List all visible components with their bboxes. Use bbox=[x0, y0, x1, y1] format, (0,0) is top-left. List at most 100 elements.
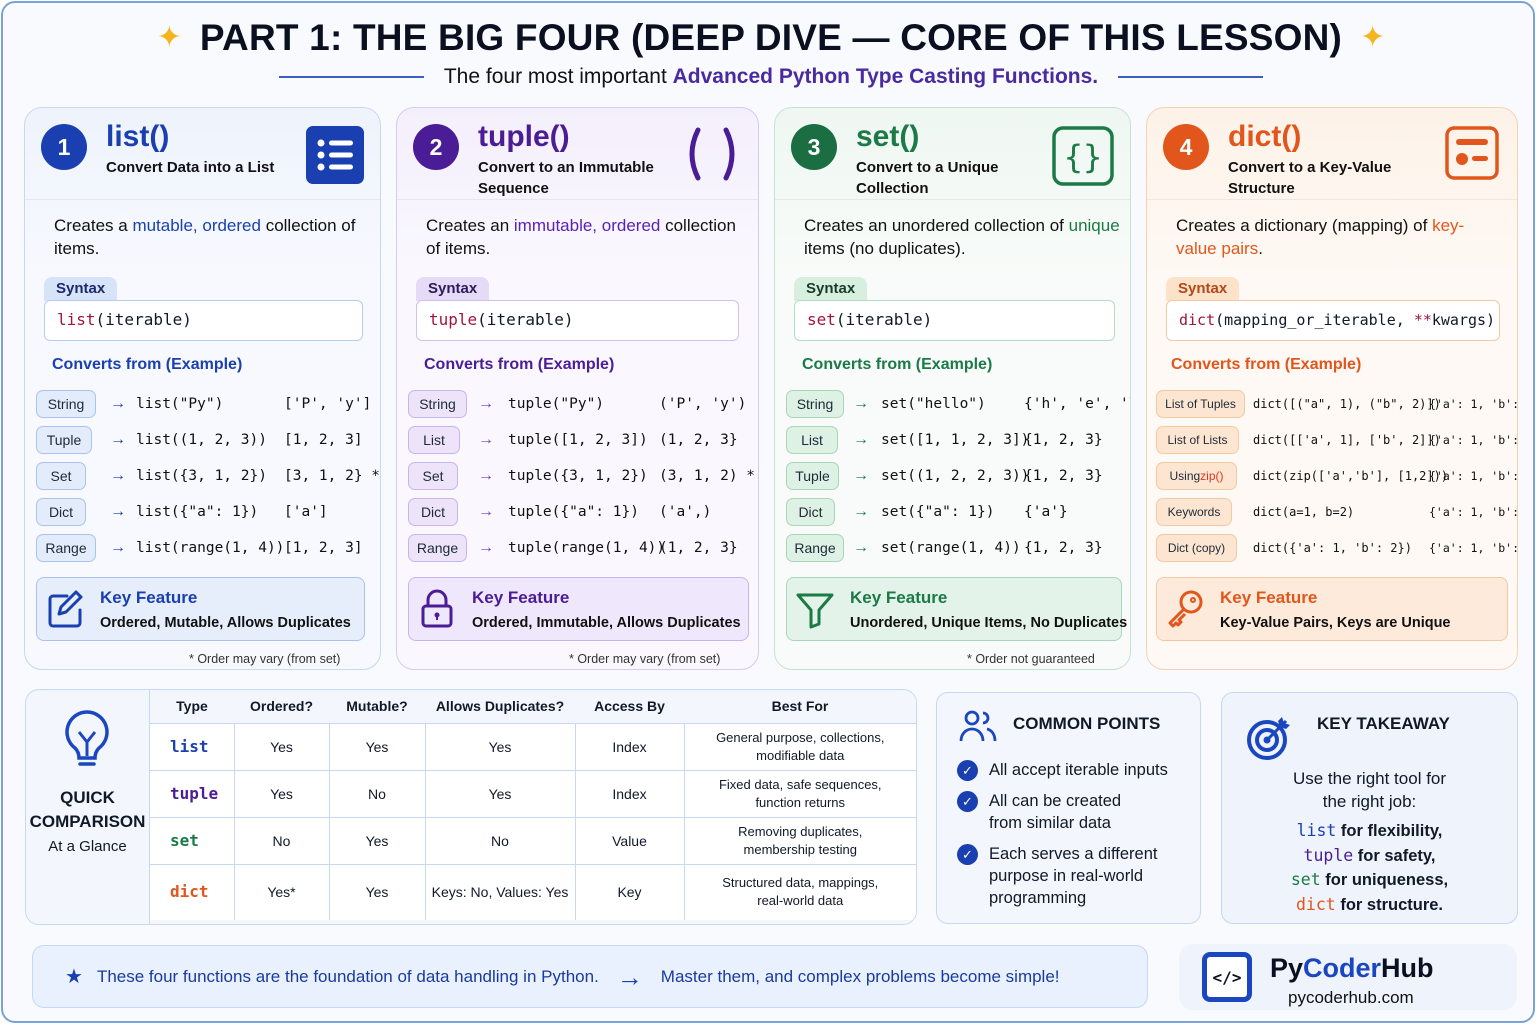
card-header: 2 tuple() Convert to an Immutable Sequen… bbox=[397, 108, 758, 200]
column-header: Best For bbox=[684, 690, 916, 724]
example-row: Dict (copy) dict({'a': 1, 'b': 2}) {'a': 1… bbox=[1156, 530, 1517, 566]
arrow-icon: → bbox=[853, 539, 869, 556]
arrow-icon: → bbox=[853, 467, 869, 484]
example-row: List of Tuples dict([("a", 1), ("b", 2)])… bbox=[1156, 386, 1517, 422]
syntax-keyword: ** bbox=[1413, 311, 1432, 329]
function-tagline: Convert to a Key-Value Structure bbox=[1228, 159, 1392, 197]
card-description: Creates an unordered collection of uniqu… bbox=[804, 214, 1124, 260]
line-text: for uniqueness, bbox=[1320, 871, 1449, 889]
table-cell: Index bbox=[575, 723, 685, 771]
example-result: {'a': 1, 'b': 2} bbox=[1429, 433, 1518, 447]
example-code: tuple("Py") bbox=[508, 396, 605, 412]
brand-block[interactable]: </> PyCoderHub pycoderhub.com bbox=[1179, 944, 1517, 1010]
example-code: dict(a=1, b=2) bbox=[1253, 505, 1355, 519]
arrow-icon: → bbox=[478, 503, 494, 520]
key-icon bbox=[1168, 590, 1203, 628]
table-cell: Keys: No, Values: Yes bbox=[425, 864, 576, 920]
example-result: (1, 2, 3} bbox=[659, 540, 738, 556]
example-result: {1, 2, 3} bbox=[1024, 468, 1103, 484]
source-chip: Keywords bbox=[1156, 498, 1232, 526]
example-result: {'h', 'e', 'l', 'o'} bbox=[1024, 396, 1130, 412]
example-rows: String → list("Py") ['P', 'y'] Tuple → list((… bbox=[36, 386, 380, 566]
key-feature-title: Key Feature bbox=[850, 588, 948, 607]
table-cell: Yes bbox=[329, 723, 426, 771]
key-value-icon bbox=[1445, 126, 1499, 180]
table-cell: Yes bbox=[425, 723, 576, 771]
takeaway-line: tuple for safety, bbox=[1222, 844, 1517, 869]
brand-part: Hub bbox=[1381, 953, 1434, 983]
function-tagline: Convert to an Immutable Sequence bbox=[478, 159, 654, 197]
source-chip: List of Lists bbox=[1156, 426, 1239, 454]
example-row: List of Lists dict([['a', 1], ['b', 2]]){… bbox=[1156, 422, 1517, 458]
footnote: * Order not guaranteed bbox=[967, 652, 1095, 666]
comparison-table: Type Ordered? Mutable? Allows Duplicates… bbox=[150, 690, 916, 920]
arrow-icon: → bbox=[478, 467, 494, 484]
source-chip: String bbox=[786, 390, 844, 418]
table-header: Type Ordered? Mutable? Allows Duplicates… bbox=[150, 690, 916, 724]
example-code: set([1, 1, 2, 3]) bbox=[881, 432, 1030, 448]
list-item: ✓ All accept iterable inputs bbox=[957, 759, 1190, 781]
table-row: set No Yes No Value Removing duplicates,… bbox=[150, 817, 916, 865]
check-icon: ✓ bbox=[957, 791, 978, 812]
comparison-title: QUICK COMPARISON bbox=[26, 786, 149, 834]
line-text: for safety, bbox=[1353, 846, 1436, 865]
key-feature-title: Key Feature bbox=[100, 588, 198, 607]
example-result: [1, 2, 3] bbox=[284, 432, 363, 448]
brand-url-link[interactable]: pycoderhub.com bbox=[1288, 988, 1414, 1007]
example-result: ('P', 'y') bbox=[659, 396, 747, 412]
example-row: Dict → set({"a": 1}) {'a'} bbox=[786, 494, 1122, 530]
brand-name: PyCoderHub bbox=[1270, 953, 1434, 984]
arrow-icon: → bbox=[478, 395, 494, 412]
example-row: Range → list(range(1, 4)) [1, 2, 3] bbox=[36, 530, 372, 566]
source-chip: Tuple bbox=[786, 462, 839, 490]
example-code: tuple([1, 2, 3]) bbox=[508, 432, 648, 448]
source-chip: Set bbox=[408, 462, 458, 490]
example-row: Set → tuple({3, 1, 2}) (3, 1, 2) * bbox=[408, 458, 755, 494]
source-chip: Range bbox=[36, 534, 96, 562]
syntax-args: (mapping_or_iterable, bbox=[1215, 311, 1414, 329]
takeaway-title: KEY TAKEAWAY bbox=[1317, 714, 1450, 733]
parentheses-icon bbox=[689, 127, 735, 181]
example-row: String → tuple("Py") ('P', 'y') bbox=[408, 386, 750, 422]
example-result: ['a'] bbox=[284, 504, 328, 520]
sparkle-icon: ✦ bbox=[156, 21, 182, 54]
takeaway-body: Use the right tool for the right job: bbox=[1292, 769, 1447, 811]
table-cell: Fixed data, safe sequences, function ret… bbox=[684, 770, 916, 818]
desc-text: Creates an unordered collection of bbox=[804, 216, 1069, 235]
example-code: dict(zip(['a','b'], [1,2])) bbox=[1253, 469, 1449, 483]
syntax-box: dict(mapping_or_iterable, **kwargs) bbox=[1166, 300, 1500, 341]
arrow-icon: → bbox=[110, 539, 126, 556]
type-cell: tuple bbox=[150, 770, 235, 818]
example-result: (1, 2, 3} bbox=[659, 432, 738, 448]
example-result: {'a': 1, 'b': 2} bbox=[1429, 505, 1518, 519]
lock-icon bbox=[421, 589, 453, 628]
table-cell: Yes bbox=[425, 770, 576, 818]
example-row: Dict → list({"a": 1}) ['a'] bbox=[36, 494, 372, 530]
desc-highlight: immutable, ordered bbox=[513, 216, 661, 235]
chip-text: Using bbox=[1169, 469, 1201, 483]
syntax-label: Syntax bbox=[794, 277, 868, 301]
desc-highlight: unique bbox=[1068, 216, 1120, 235]
footnote: * Order may vary (from set) bbox=[189, 652, 341, 666]
example-code: tuple({"a": 1}) bbox=[508, 504, 639, 520]
banner-text-right: Master them, and complex problems become… bbox=[660, 966, 1060, 986]
example-code: tuple({3, 1, 2}) bbox=[508, 468, 648, 484]
card-description: Creates a dictionary (mapping) of key-va… bbox=[1176, 214, 1496, 260]
subtitle: The four most important Advanced Python … bbox=[444, 65, 1098, 89]
table-row: list Yes Yes Yes Index General purpose, … bbox=[150, 723, 916, 771]
source-chip: Dict bbox=[408, 498, 458, 526]
header: ✦ PART 1: THE BIG FOUR (DEEP DIVE — CORE… bbox=[3, 17, 1536, 59]
converts-title: Converts from (Example) bbox=[802, 356, 993, 373]
example-code: tuple(range(1, 4)) bbox=[508, 540, 666, 556]
source-chip: List bbox=[408, 426, 460, 454]
braces-icon: {} bbox=[1052, 126, 1114, 186]
syntax-args: (iterable) bbox=[477, 310, 574, 329]
example-result: {1, 2, 3} bbox=[1024, 432, 1103, 448]
desc-highlight: key-value pairs bbox=[1176, 216, 1465, 258]
example-code: set({"a": 1}) bbox=[881, 504, 995, 520]
item-text: All can be created from similar data bbox=[989, 792, 1122, 832]
example-code: dict([("a", 1), ("b", 2)]) bbox=[1253, 397, 1441, 411]
table-cell: Index bbox=[575, 770, 685, 818]
list-icon bbox=[306, 126, 364, 184]
banner-text-left: These four functions are the foundation … bbox=[96, 966, 599, 986]
